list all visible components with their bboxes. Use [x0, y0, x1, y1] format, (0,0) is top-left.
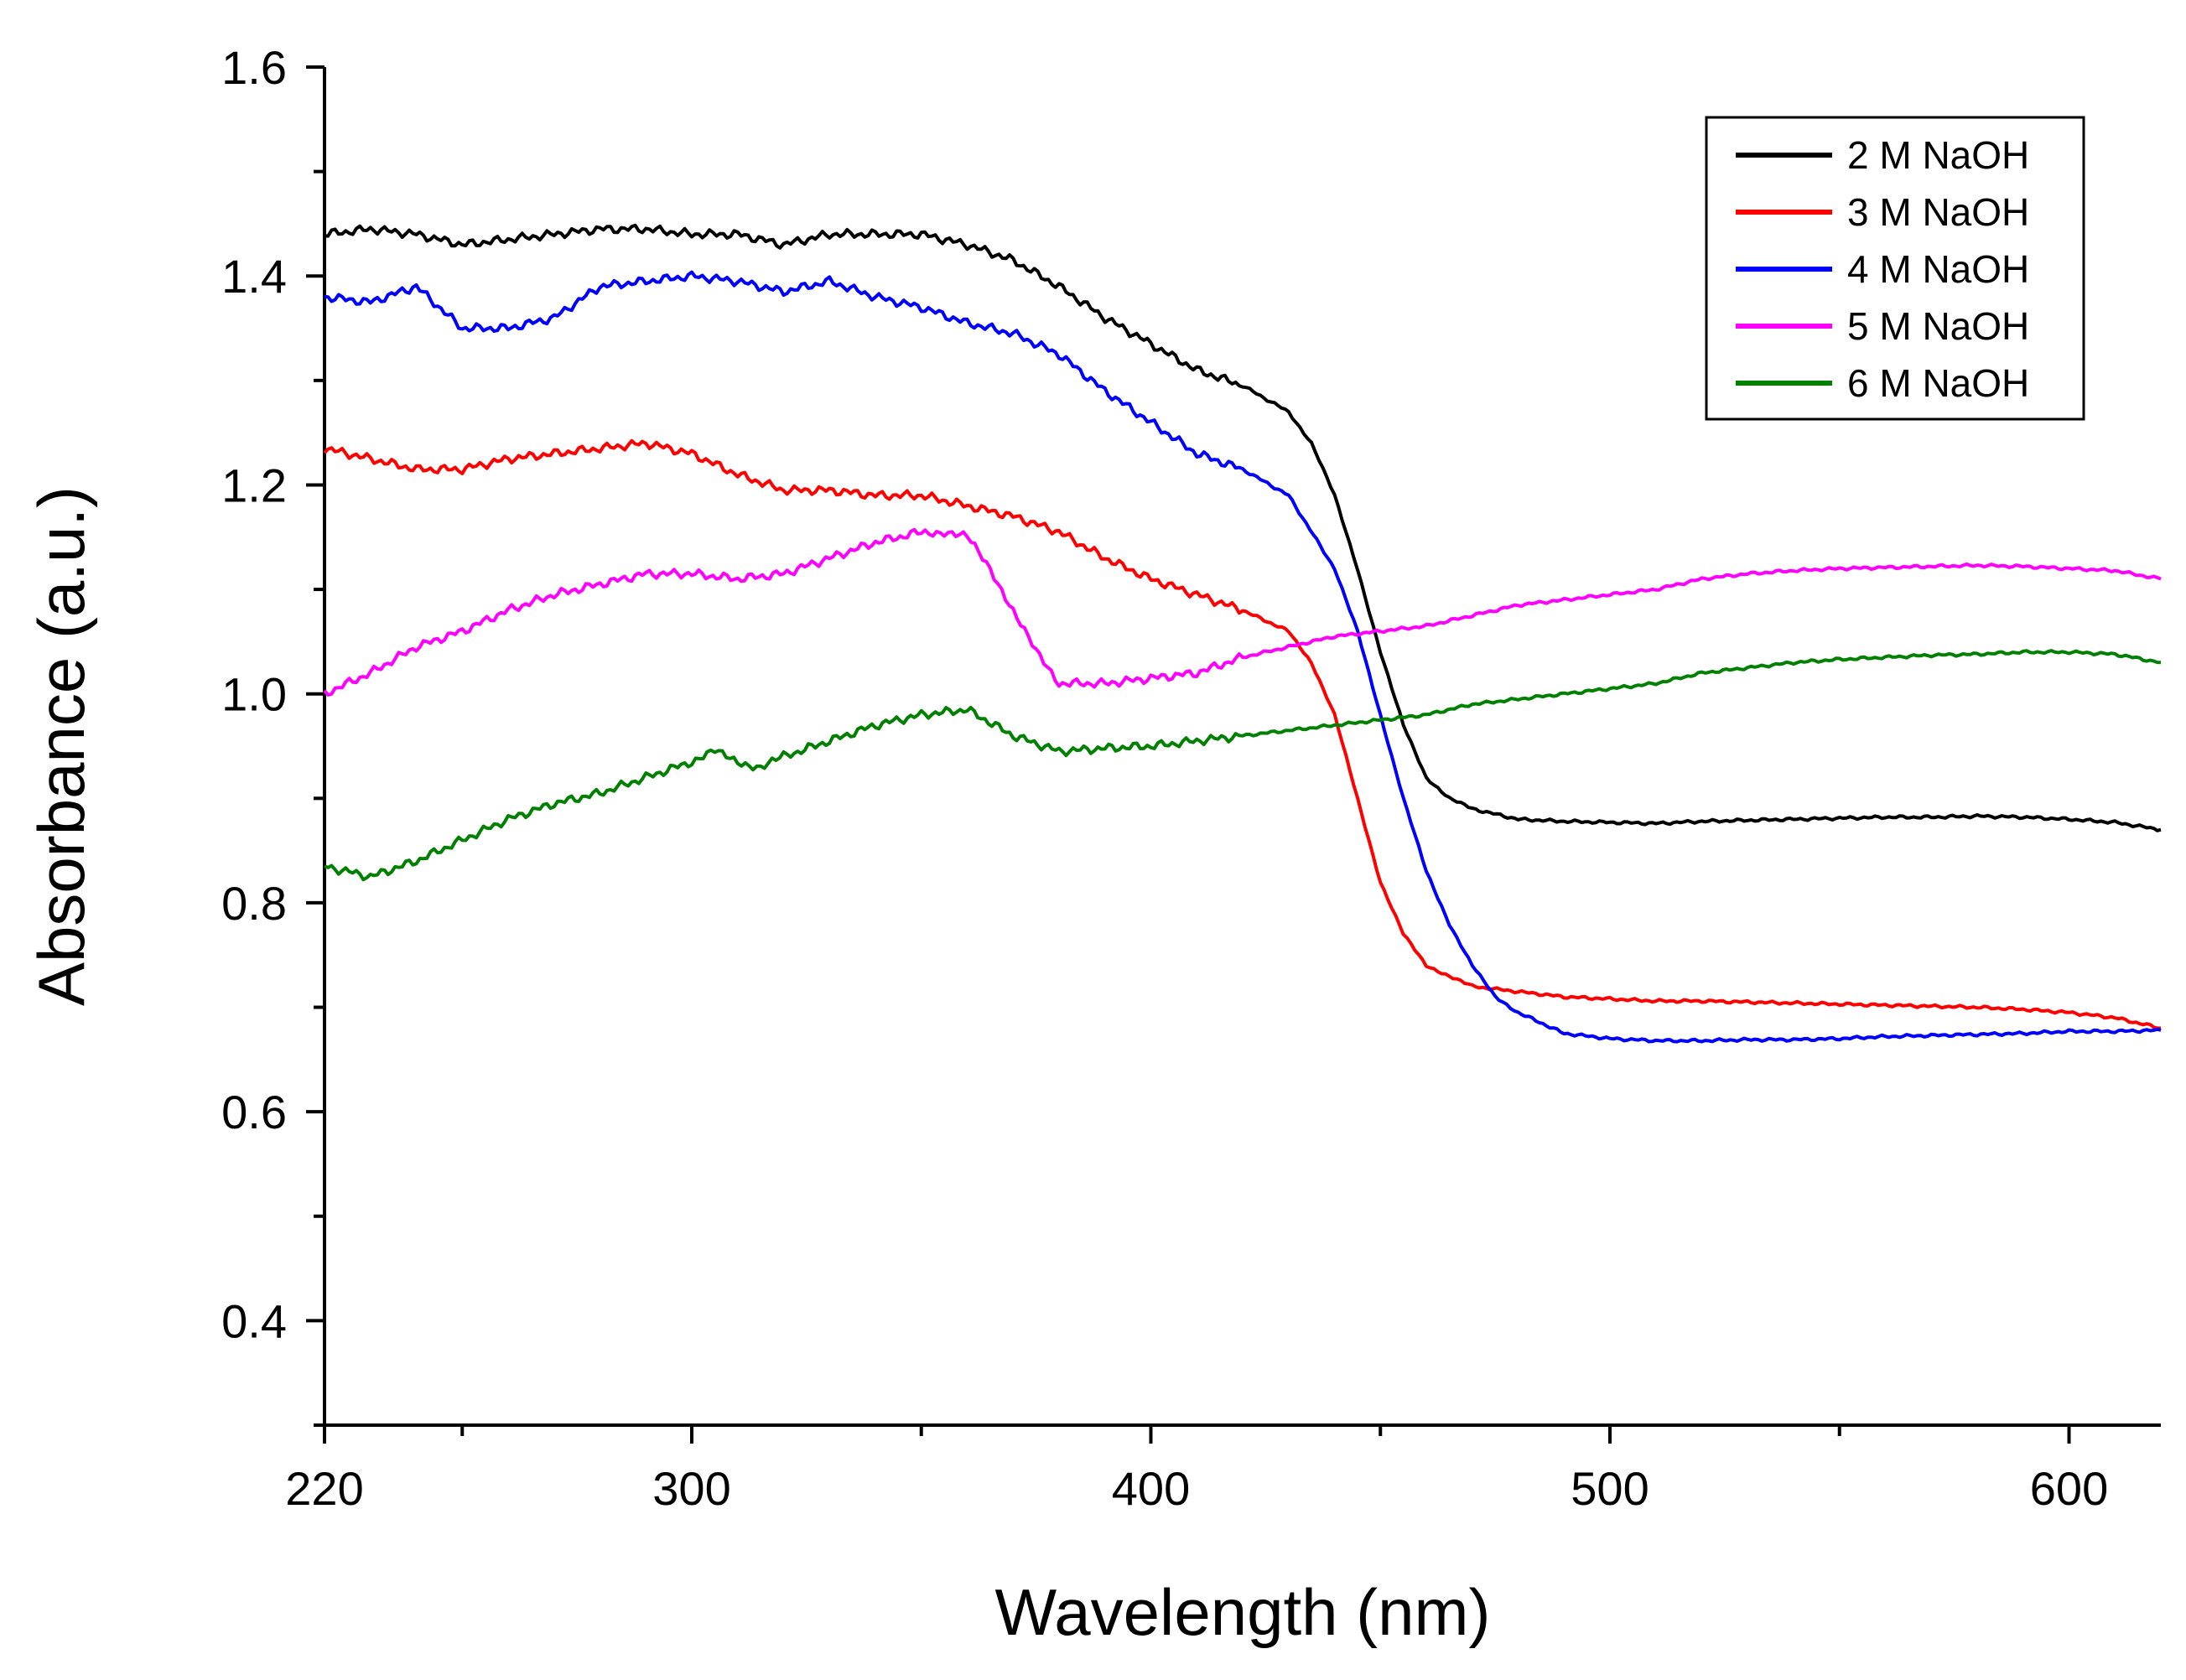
x-tick-label: 500	[1571, 1462, 1649, 1515]
y-axis: 0.4 0.6 0.8 1.0 1.2 1.4 1.6	[221, 41, 325, 1427]
series-line-5	[324, 649, 2162, 882]
series-line-1	[324, 223, 2162, 832]
series-layer	[323, 223, 2162, 1044]
x-tick-label: 600	[2030, 1462, 2108, 1515]
series-line-2	[323, 438, 2162, 1030]
legend-label: 4 M NaOH	[1847, 247, 2029, 291]
y-axis-title: Absorbance (a.u.)	[24, 486, 98, 1006]
y-tick-label: 1.4	[221, 250, 287, 303]
y-tick-label: 1.6	[221, 41, 287, 94]
plot-frame	[323, 67, 2161, 1427]
legend: 2 M NaOH 3 M NaOH 4 M NaOH 5 M NaOH 6 M NaOH	[1705, 116, 2085, 421]
x-tick-label: 220	[285, 1462, 363, 1515]
y-tick-label: 1.2	[221, 459, 287, 511]
y-tick-label: 0.6	[221, 1086, 287, 1138]
y-tick-label: 0.4	[221, 1294, 287, 1347]
legend-label: 6 M NaOH	[1847, 361, 2029, 405]
y-tick-label: 1.0	[221, 668, 287, 721]
y-tick-label: 0.8	[221, 877, 287, 930]
legend-label: 2 M NaOH	[1847, 133, 2029, 177]
x-axis: 220 300 400 500 600	[285, 1425, 2108, 1515]
x-tick-label: 300	[652, 1462, 730, 1515]
x-axis-title: Wavelength (nm)	[995, 1575, 1491, 1649]
x-tick-label: 400	[1112, 1462, 1190, 1515]
legend-label: 3 M NaOH	[1847, 190, 2029, 234]
legend-label: 5 M NaOH	[1847, 304, 2029, 348]
series-line-3	[324, 270, 2162, 1044]
series-line-4	[323, 527, 2162, 697]
